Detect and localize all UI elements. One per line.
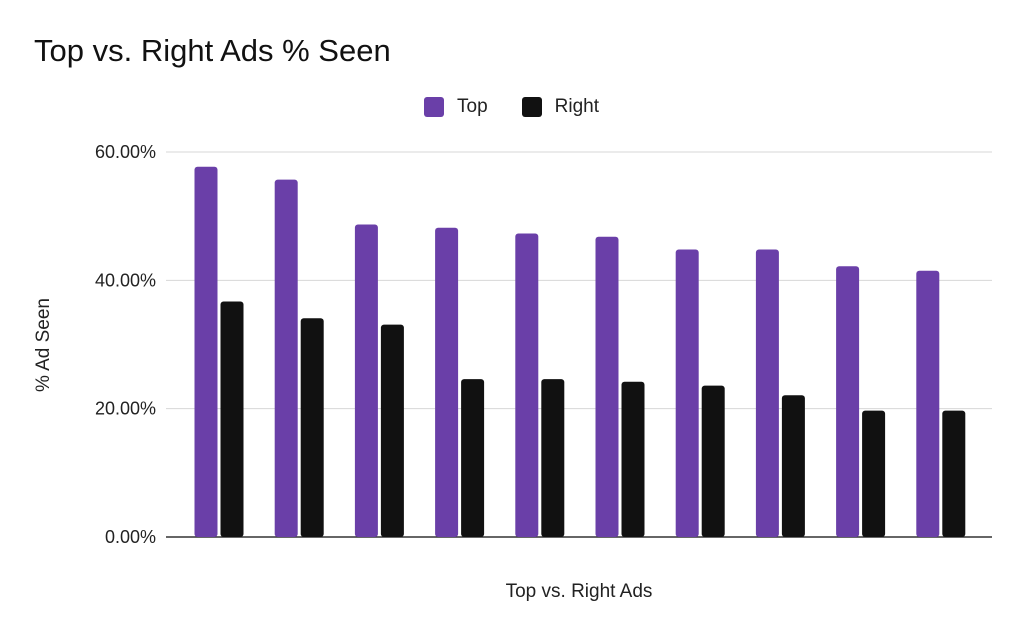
legend-item-right: Right [521, 96, 599, 118]
bar-right [781, 395, 805, 537]
bar-right [942, 410, 966, 537]
bar-right [541, 379, 565, 537]
bar-right [701, 385, 725, 537]
x-axis-title: Top vs. Right Ads [505, 581, 653, 602]
bar-top [194, 166, 218, 537]
bar-top [435, 227, 459, 537]
bar-right [300, 318, 324, 537]
legend-label-top: Top [457, 96, 488, 117]
legend-label-right: Right [554, 96, 599, 117]
bar-top [354, 224, 378, 537]
legend-swatch-top [424, 97, 444, 117]
y-tick-label: 20.00% [95, 399, 156, 419]
bar-right [461, 379, 485, 537]
bar-right [380, 324, 404, 537]
bar-top [595, 236, 619, 537]
bar-right [862, 410, 886, 537]
bar-right [220, 301, 244, 537]
y-tick-label: 0.00% [105, 527, 156, 547]
y-tick-label: 60.00% [95, 142, 156, 162]
bar-right [621, 381, 645, 537]
bar-top [515, 233, 539, 537]
bar-top [916, 270, 940, 537]
bar-top [836, 266, 860, 537]
chart-title: Top vs. Right Ads % Seen [34, 33, 391, 68]
bar-top [274, 179, 298, 537]
bar-top [755, 249, 779, 538]
legend-swatch-right [521, 97, 542, 117]
legend: Top Right [424, 94, 633, 120]
legend-item-top: Top [424, 96, 488, 118]
y-axis-title: % Ad Seen [33, 297, 54, 393]
bar-top [675, 249, 699, 538]
y-tick-label: 40.00% [95, 270, 156, 290]
